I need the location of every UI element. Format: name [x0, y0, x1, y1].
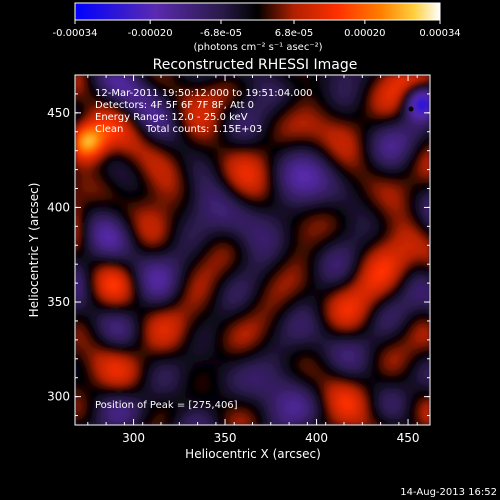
x-tick-label: 400 — [305, 431, 328, 445]
x-tick-label: 300 — [122, 431, 145, 445]
colorbar-ticks: -0.00034 -0.00020 -6.8e-05 6.8e-05 0.00020 0.… — [53, 20, 461, 39]
y-tick-label: 400 — [47, 200, 70, 214]
y-tick-label: 350 — [47, 295, 70, 309]
peak-marker — [408, 106, 414, 112]
colorbar-tick-label: 6.8e-05 — [275, 28, 313, 39]
annotation-peak-position: Position of Peak = [275,406] — [95, 400, 238, 411]
colorbar-units-label: (photons cm⁻² s⁻¹ asec⁻²) — [193, 42, 322, 53]
colorbar: -0.00034 -0.00020 -6.8e-05 6.8e-05 0.00020 0.… — [53, 2, 461, 53]
colorbar-tick-label: 0.00034 — [419, 28, 460, 39]
x-tick-label: 450 — [397, 431, 420, 445]
x-tick-label: 350 — [214, 431, 237, 445]
annotation-detectors: Detectors: 4F 5F 6F 7F 8F, Att 0 — [95, 100, 254, 111]
colorbar-gradient — [74, 2, 441, 21]
y-tick-label: 450 — [47, 106, 70, 120]
y-axis-label: Heliocentric Y (arcsec) — [27, 183, 41, 318]
annotation-total-counts: Total counts: 1.15E+03 — [145, 124, 262, 135]
heatmap-image — [75, 75, 430, 425]
colorbar-tick-label: -6.8e-05 — [200, 28, 242, 39]
annotation-energy-range: Energy Range: 12.0 - 25.0 keV — [95, 112, 248, 123]
annotation-clean: Clean — [95, 124, 123, 135]
annotation-time-range: 12-Mar-2011 19:50:12.000 to 19:51:04.000 — [95, 88, 313, 99]
colorbar-tick-label: 0.00020 — [344, 28, 385, 39]
chart-title: Reconstructed RHESSI Image — [153, 57, 358, 73]
footer-date: 14-Aug-2013 16:52 — [400, 487, 497, 498]
x-axis-label: Heliocentric X (arcsec) — [185, 447, 321, 461]
colorbar-tick-label: -0.00034 — [53, 28, 98, 39]
y-tick-label: 300 — [47, 390, 70, 404]
plot-area: 300 350 400 450 300 350 400 450 — [47, 74, 431, 445]
colorbar-tick-label: -0.00020 — [128, 28, 173, 39]
axis-ticks: 300 350 400 450 300 350 400 450 — [47, 74, 430, 445]
